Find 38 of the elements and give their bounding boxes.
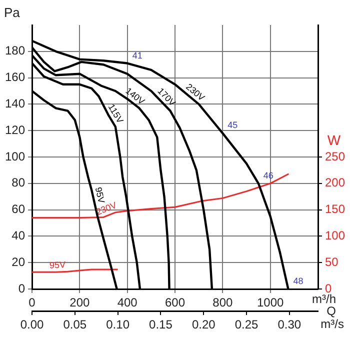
y-tick-label: 0 [18,281,26,296]
y2-tick-label: 50 [325,254,339,269]
x-tick-label: 800 [212,296,233,310]
annotation: 45 [228,120,238,130]
y-axis-title: Pa [4,5,21,20]
x2-tick-label: 0.20 [192,318,216,332]
y2-tick-label: 100 [325,228,346,243]
text: 95V [93,186,107,204]
text: 140V [124,86,147,106]
text: Q [326,304,336,318]
y-tick-label: 60 [12,202,26,216]
x2-tick-label: 0.15 [149,318,173,332]
y2-axis-title: W [327,132,342,148]
y-tick-label: 20 [12,254,26,269]
series-label: 95V [49,260,66,270]
x-tick-label: 200 [70,296,90,310]
y2-tick-label: 200 [325,176,346,190]
y-tick-label: 120 [4,122,26,137]
y-tick-label: 160 [4,70,26,84]
x2-axis-title: m³/s [320,317,344,331]
annotation: 48 [293,276,304,286]
x-tick-label: 600 [164,296,186,310]
y-tick-label: 80 [12,176,26,190]
annotation: 41 [132,50,142,60]
x2-tick-label: 0.25 [234,318,259,332]
y2-tick-label: 250 [325,149,346,164]
x2-tick-label: 0.05 [63,318,87,332]
y-tick-label: 180 [4,44,26,58]
x-tick-label: 0 [28,296,36,310]
x2-tick-label: 0.00 [20,318,44,332]
y2-tick-label: 150 [325,202,346,216]
x2-tick-label: 0.10 [106,318,130,332]
y-tick-label: 100 [4,149,26,164]
x2-tick-label: 0.30 [278,318,302,332]
y-tick-label: 40 [12,228,26,243]
y-tick-label: 140 [4,96,26,111]
x-tick-label: 400 [117,296,138,310]
x-tick-label: 1000 [256,296,284,310]
